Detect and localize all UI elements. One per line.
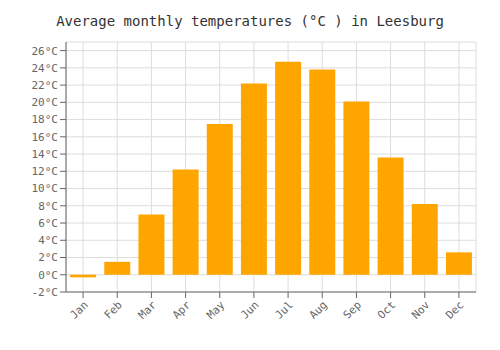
svg-text:Mar: Mar <box>136 298 160 322</box>
svg-text:24°C: 24°C <box>32 62 59 75</box>
svg-text:Aug: Aug <box>307 298 330 321</box>
svg-text:12°C: 12°C <box>32 165 59 178</box>
svg-text:4°C: 4°C <box>38 234 58 247</box>
svg-text:0°C: 0°C <box>38 269 58 282</box>
svg-text:Apr: Apr <box>170 298 194 322</box>
svg-text:16°C: 16°C <box>32 131 59 144</box>
svg-text:10°C: 10°C <box>32 182 59 195</box>
svg-text:Jan: Jan <box>67 298 90 321</box>
svg-text:Dec: Dec <box>443 298 466 321</box>
svg-text:14°C: 14°C <box>32 148 59 161</box>
svg-text:20°C: 20°C <box>32 96 59 109</box>
svg-text:26°C: 26°C <box>32 45 59 58</box>
svg-text:Feb: Feb <box>102 298 125 321</box>
svg-text:Nov: Nov <box>409 298 433 322</box>
svg-text:22°C: 22°C <box>32 79 59 92</box>
svg-text:18°C: 18°C <box>32 113 59 126</box>
svg-text:Sep: Sep <box>341 298 364 321</box>
svg-text:2°C: 2°C <box>38 251 58 264</box>
svg-text:6°C: 6°C <box>38 217 58 230</box>
svg-text:Jun: Jun <box>238 298 261 321</box>
svg-text:-2°C: -2°C <box>32 286 59 299</box>
svg-text:Oct: Oct <box>375 298 398 321</box>
html-text:Average monthly temperatures (: Average monthly temperatures (°C ) in Le… <box>56 13 444 29</box>
svg-text:8°C: 8°C <box>38 200 58 213</box>
svg-text:Jul: Jul <box>272 298 295 321</box>
svg-text:May: May <box>204 298 228 322</box>
